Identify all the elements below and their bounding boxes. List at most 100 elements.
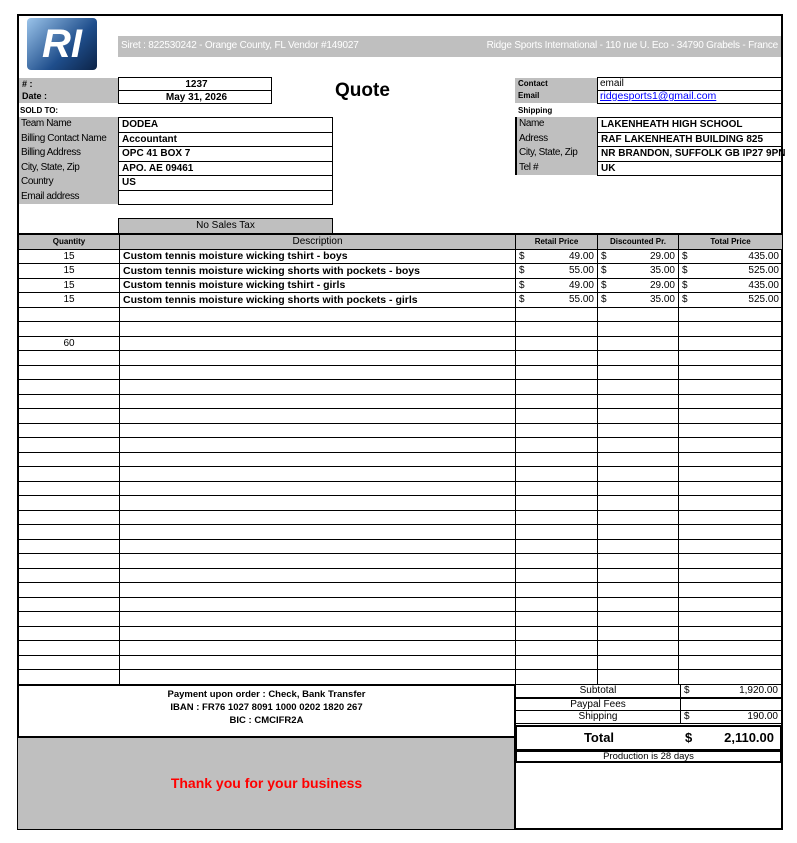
disc-price-cell — [597, 669, 679, 685]
contact-label: Contact — [518, 79, 548, 88]
disc-price-cell: $29.00 — [597, 277, 679, 293]
table-row — [18, 437, 783, 453]
iban: IBAN : FR76 1027 8091 1000 0202 1820 267 — [170, 702, 363, 713]
contact-labels: Contact Email — [515, 78, 598, 103]
total-price-cell — [678, 524, 783, 540]
total-price-cell: $435.00 — [678, 248, 783, 264]
disc-price-cell — [597, 582, 679, 598]
description-cell — [119, 379, 516, 395]
retail-price-cell — [515, 596, 598, 612]
shipping-field-value: RAF LAKENHEATH BUILDING 825 — [597, 131, 782, 147]
description-cell — [119, 567, 516, 583]
disc-price-cell — [597, 364, 679, 380]
table-row — [18, 640, 783, 656]
total-value: 525.00 — [748, 265, 779, 277]
table-row — [18, 466, 783, 482]
description-cell — [119, 654, 516, 670]
money-value: $49.00 — [519, 280, 594, 291]
total-price-cell — [678, 640, 783, 656]
retail-price-cell — [515, 451, 598, 467]
retail-price-cell — [515, 306, 598, 322]
total-value: 525.00 — [748, 294, 779, 306]
table-row: 15 Custom tennis moisture wicking tshirt … — [18, 277, 783, 293]
shipping-field-label: Tel # — [515, 160, 598, 175]
retail-price-cell — [515, 480, 598, 496]
total-price-cell — [678, 466, 783, 482]
table-row — [18, 654, 783, 670]
shipping-cost-value: 190.00 — [747, 711, 778, 722]
disc-price-cell — [597, 306, 679, 322]
disc-price-cell — [597, 567, 679, 583]
contact-email-link[interactable]: ridgesports1@gmail.com — [597, 90, 782, 104]
description-cell — [119, 335, 516, 351]
table-row — [18, 567, 783, 583]
total-price-cell — [678, 408, 783, 424]
disc-price-cell: $29.00 — [597, 248, 679, 264]
retail-price-cell — [515, 495, 598, 511]
shipping-cost-label: Shipping — [516, 711, 681, 723]
description-cell — [119, 437, 516, 453]
table-row: 15 Custom tennis moisture wicking shorts … — [18, 292, 783, 308]
retail-price-cell — [515, 654, 598, 670]
disc-price-cell — [597, 422, 679, 438]
description-cell: Custom tennis moisture wicking shorts wi… — [119, 263, 516, 279]
disc-price-cell — [597, 553, 679, 569]
currency-symbol: $ — [519, 279, 525, 291]
quantity-cell — [18, 495, 120, 511]
quantity-cell — [18, 567, 120, 583]
quantity-cell — [18, 654, 120, 670]
retail-price-cell — [515, 350, 598, 366]
total-price-cell — [678, 480, 783, 496]
quantity-cell — [18, 538, 120, 554]
disc-price-cell — [597, 408, 679, 424]
header-discounted-price: Discounted Pr. — [597, 233, 679, 250]
line-items-table: Quantity Description Retail Price Discou… — [18, 233, 783, 685]
quantity-cell — [18, 350, 120, 366]
description-cell — [119, 538, 516, 554]
total-price-cell — [678, 379, 783, 395]
disc-price-cell — [597, 538, 679, 554]
table-row — [18, 379, 783, 395]
quantity-cell: 15 — [18, 277, 120, 293]
retail-price-cell — [515, 335, 598, 351]
description-cell — [119, 495, 516, 511]
currency-symbol: $ — [601, 265, 607, 277]
retail-value: 49.00 — [568, 250, 594, 262]
total-price-cell — [678, 335, 783, 351]
total-price-cell — [678, 538, 783, 554]
table-row — [18, 393, 783, 409]
quantity-cell — [18, 437, 120, 453]
table-row: 60 — [18, 335, 783, 351]
quantity-cell: 15 — [18, 263, 120, 279]
retail-price-cell — [515, 669, 598, 685]
total-price-cell — [678, 422, 783, 438]
retail-price-cell — [515, 640, 598, 656]
payment-info: Payment upon order : Check, Bank Transfe… — [18, 684, 515, 738]
disc-price-cell: $35.00 — [597, 292, 679, 308]
description-cell — [119, 596, 516, 612]
table-row — [18, 408, 783, 424]
retail-price-cell — [515, 422, 598, 438]
table-row — [18, 625, 783, 641]
table-row — [18, 321, 783, 337]
disc-price-cell — [597, 611, 679, 627]
description-cell — [119, 422, 516, 438]
description-cell — [119, 669, 516, 685]
table-row — [18, 495, 783, 511]
description-cell: Custom tennis moisture wicking shorts wi… — [119, 292, 516, 308]
disc-value: 29.00 — [649, 279, 675, 291]
shipping-field-value: NR BRANDON, SUFFOLK GB IP27 9PN — [597, 146, 785, 162]
table-row: 15 Custom tennis moisture wicking shorts … — [18, 263, 783, 279]
quantity-cell: 15 — [18, 292, 120, 308]
retail-price-cell — [515, 509, 598, 525]
sold-to-label: SOLD TO: — [20, 106, 59, 115]
disc-price-cell — [597, 509, 679, 525]
currency-symbol: $ — [685, 730, 693, 745]
company-logo: RI — [27, 18, 97, 70]
table-row — [18, 480, 783, 496]
sold-to-field-value: APO. AE 09461 — [118, 160, 333, 176]
sold-to-field-value: OPC 41 BOX 7 — [118, 146, 333, 162]
disc-price-cell: $35.00 — [597, 263, 679, 279]
disc-price-cell — [597, 335, 679, 351]
quantity-cell: 15 — [18, 248, 120, 264]
